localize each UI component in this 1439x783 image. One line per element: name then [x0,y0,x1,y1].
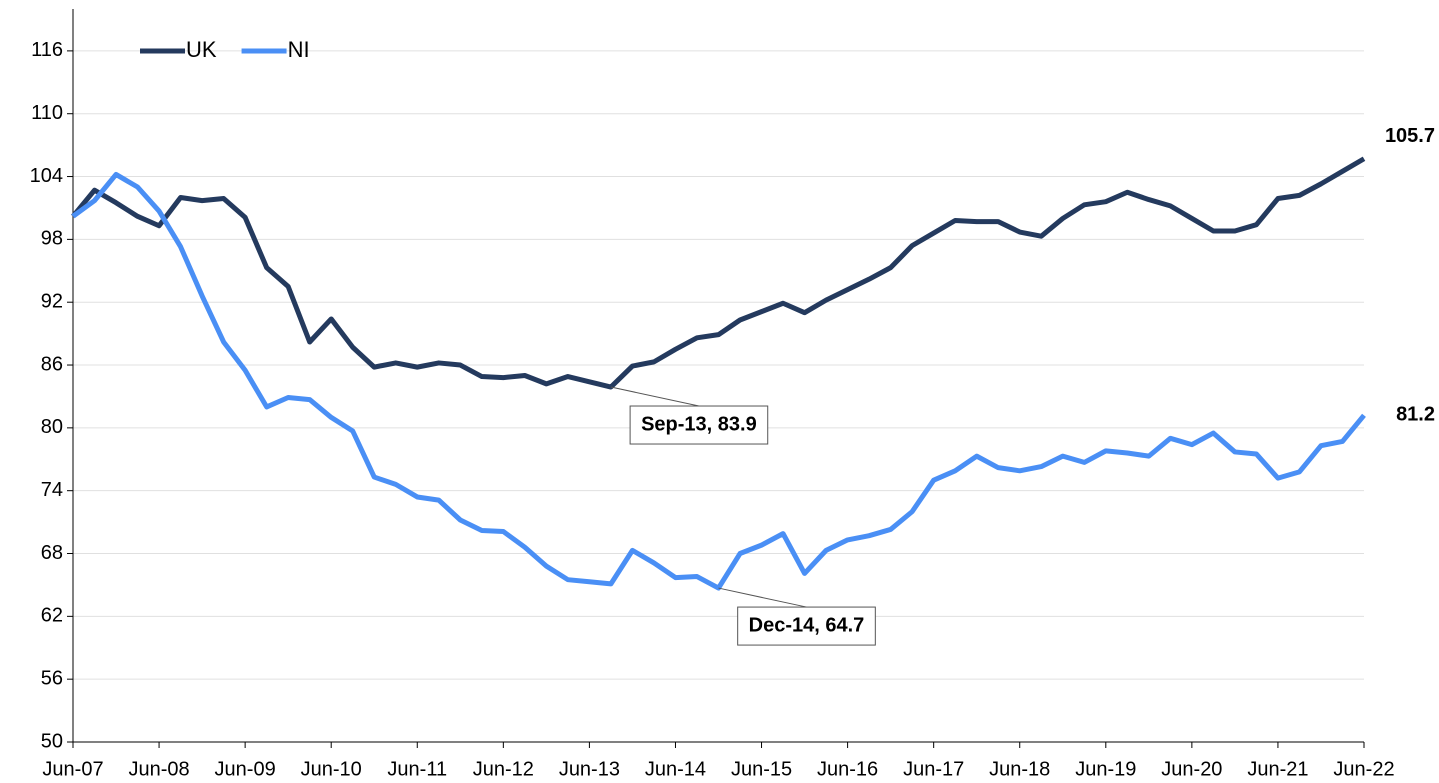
callout-box [737,606,876,646]
callout: Dec-14, 64.7 [718,587,876,646]
y-tick-label: 62 [41,605,63,627]
y-tick-label: 68 [41,542,63,564]
x-tick-label: Jun-19 [1075,758,1136,780]
x-tick-label: Jun-17 [903,758,964,780]
end-label: 105.7 [1385,125,1435,147]
series-line [71,171,1366,591]
callout-leader [718,587,807,608]
series-line [71,156,1366,390]
callout: Sep-13, 83.9 [610,386,769,445]
x-tick-label: Jun-15 [731,758,792,780]
x-tick-label: Jun-16 [817,758,878,780]
legend-label: UK [186,37,217,62]
y-tick-label: 80 [41,416,63,438]
y-tick-label: 116 [31,39,63,61]
x-tick-label: Jun-07 [42,758,103,780]
y-tick-label: 74 [41,479,63,501]
callout-box [629,405,769,445]
x-tick-label: Jun-11 [387,758,447,780]
x-tick-label: Jun-09 [215,758,276,780]
x-tick-label: Jun-14 [645,758,706,780]
x-tick-label: Jun-08 [128,758,189,780]
x-tick-label: Jun-22 [1333,758,1394,780]
y-tick-label: 56 [41,667,63,689]
y-tick-label: 50 [41,730,63,752]
callout-label: Dec-14, 64.7 [749,614,865,636]
y-tick-label: 92 [41,290,63,312]
x-tick-label: Jun-20 [1161,758,1222,780]
legend-label: NI [288,37,310,62]
end-label: 81.2 [1396,404,1435,426]
x-tick-label: Jun-18 [989,758,1050,780]
callout-label: Sep-13, 83.9 [641,413,757,435]
y-tick-label: 110 [31,102,63,124]
x-tick-label: Jun-12 [473,758,534,780]
y-tick-label: 98 [41,228,63,250]
y-tick-label: 86 [41,353,63,375]
x-tick-label: Jun-13 [559,758,620,780]
callout-leader [610,386,700,407]
x-tick-label: Jun-21 [1247,758,1308,780]
y-tick-label: 104 [30,165,63,187]
x-tick-label: Jun-10 [301,758,362,780]
